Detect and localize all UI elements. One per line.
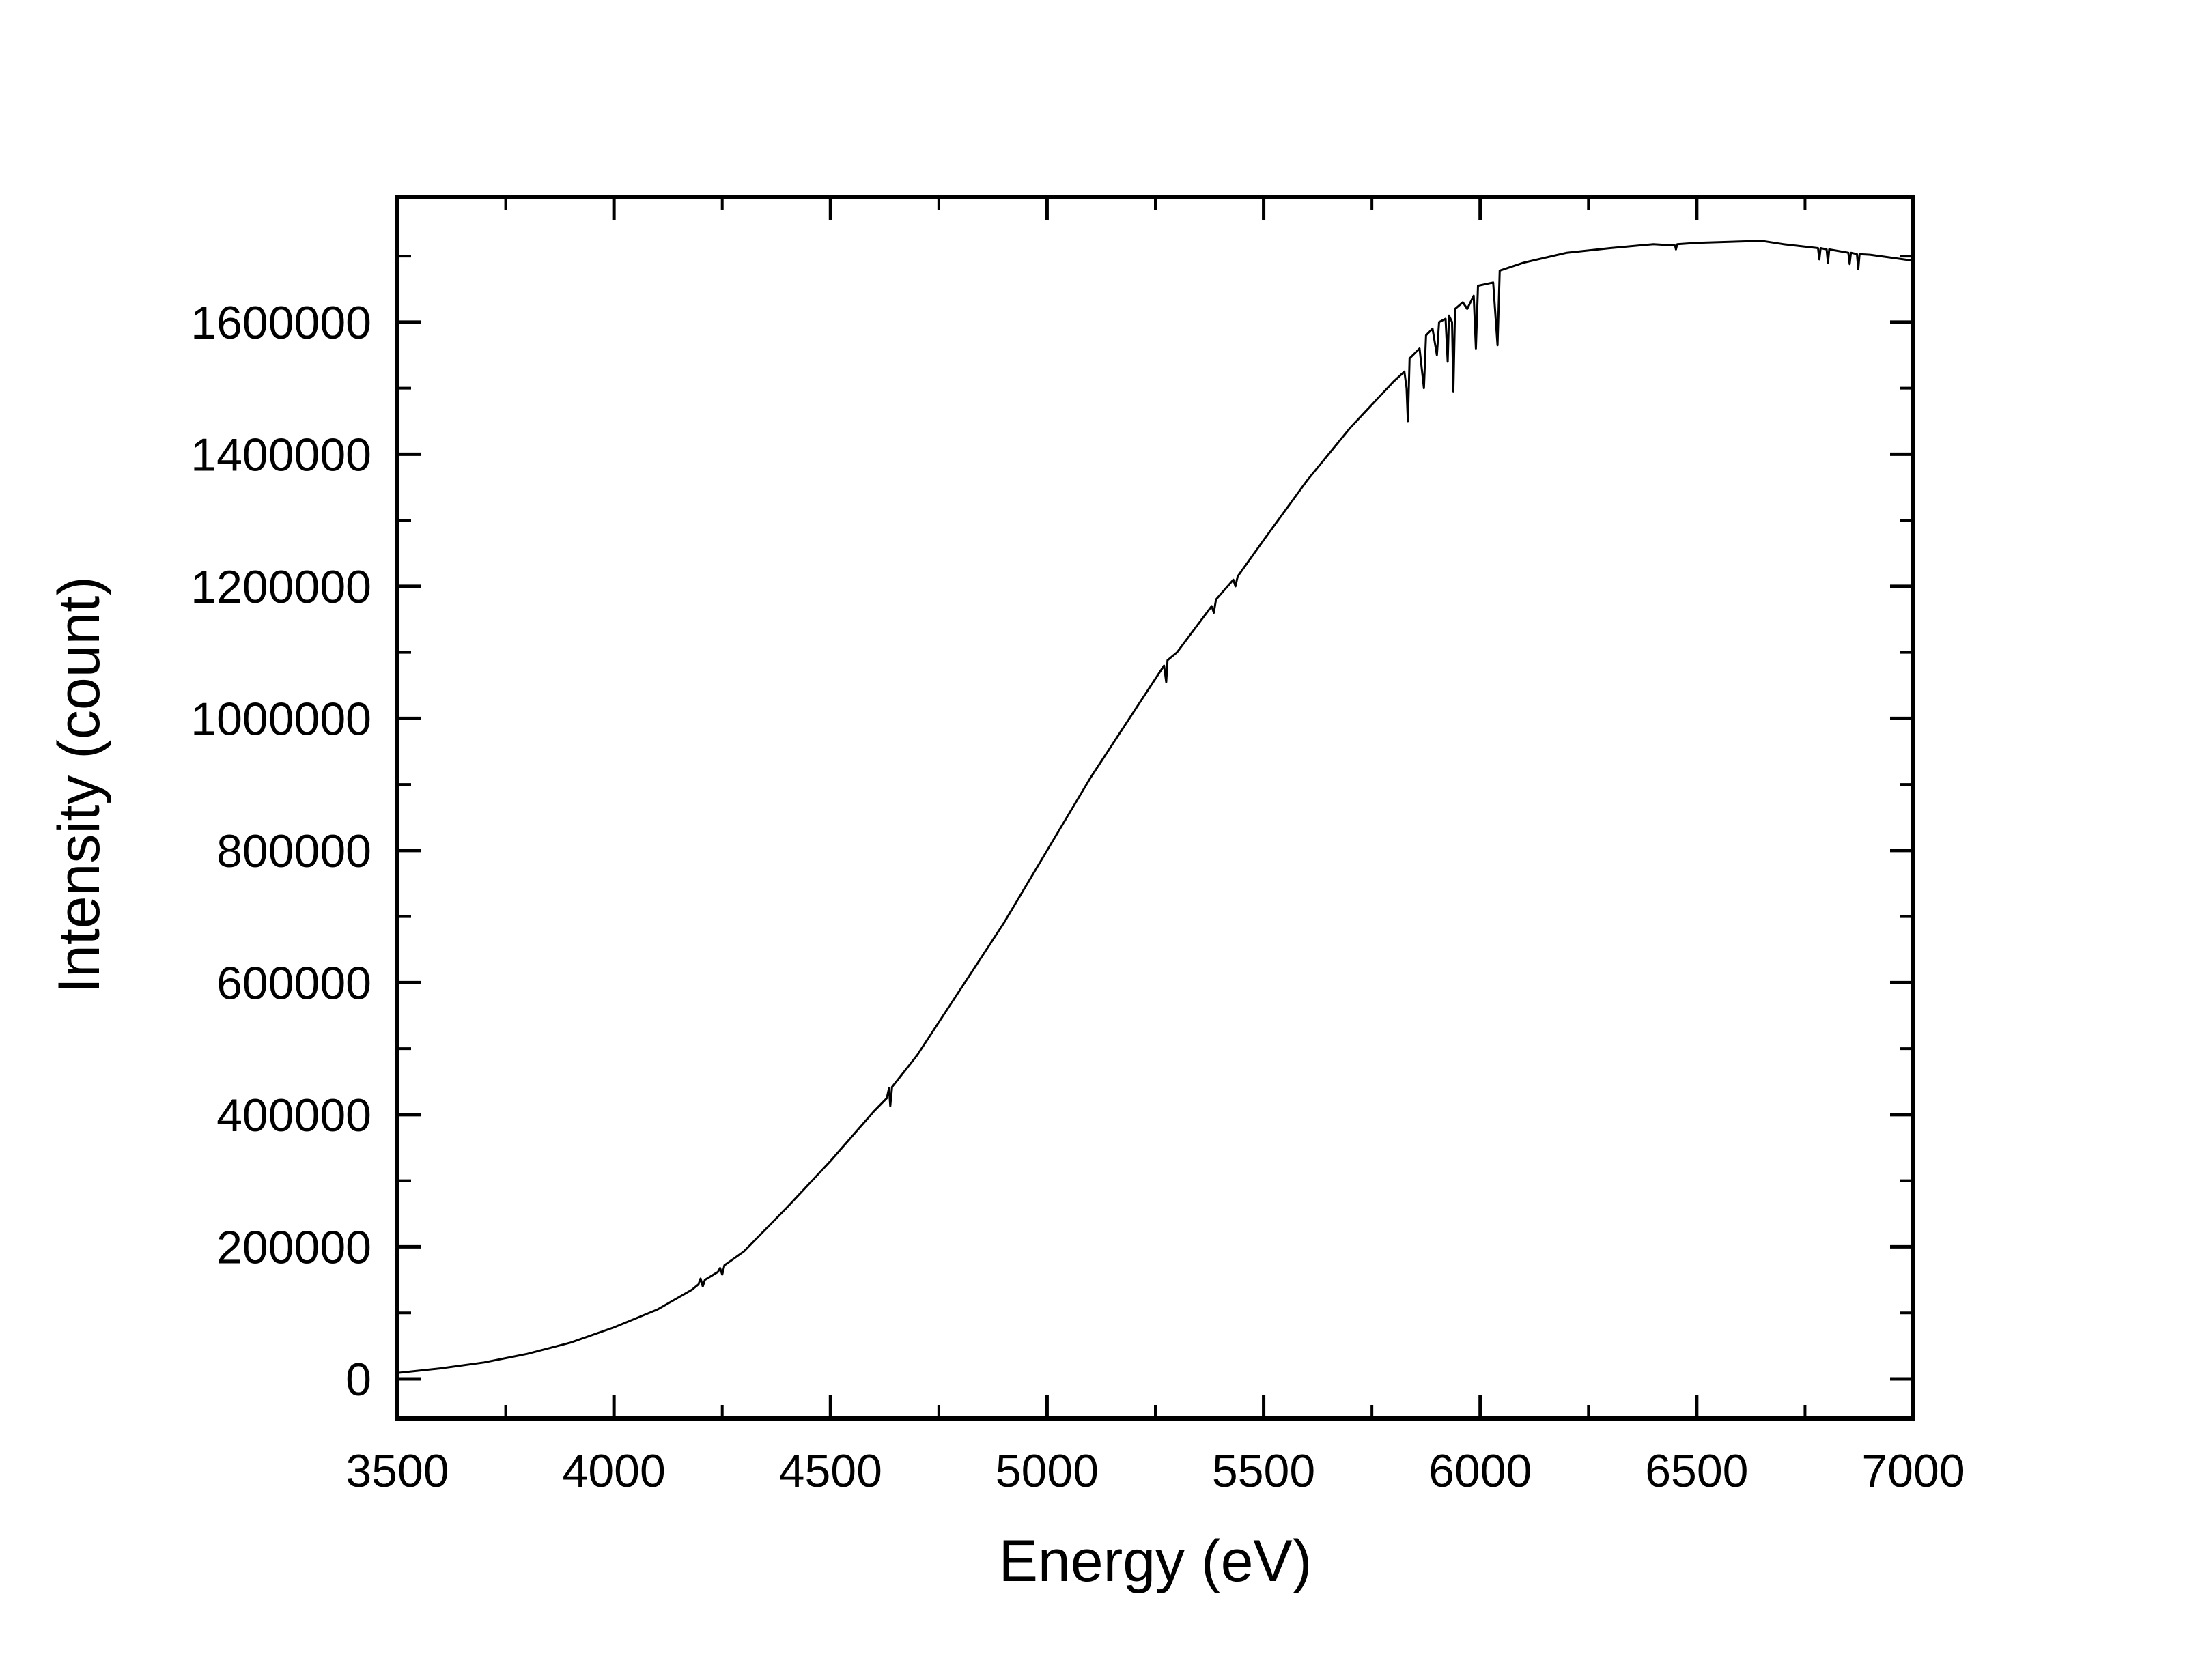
x-tick-label: 4500 bbox=[779, 1445, 882, 1497]
y-tick-label: 1200000 bbox=[191, 561, 371, 613]
y-tick-label: 200000 bbox=[216, 1221, 371, 1273]
x-tick-label: 4000 bbox=[563, 1445, 666, 1497]
y-tick-label: 1400000 bbox=[191, 429, 371, 481]
x-tick-label: 3500 bbox=[346, 1445, 449, 1497]
x-tick-label: 5000 bbox=[996, 1445, 1099, 1497]
x-tick-label: 6000 bbox=[1428, 1445, 1532, 1497]
y-axis-ticks bbox=[397, 255, 1913, 1381]
y-tick-label: 800000 bbox=[216, 825, 371, 877]
x-axis-title: Energy (eV) bbox=[999, 1528, 1312, 1594]
y-tick-label: 400000 bbox=[216, 1090, 371, 1141]
y-axis-title: Intensity (count) bbox=[46, 576, 112, 994]
x-tick-label: 5500 bbox=[1212, 1445, 1315, 1497]
x-tick-label: 7000 bbox=[1861, 1445, 1965, 1497]
y-tick-label: 1600000 bbox=[191, 297, 371, 349]
series-line bbox=[397, 240, 1914, 1374]
y-tick-label: 1000000 bbox=[191, 693, 371, 745]
y-axis-tick-labels: 0 200000 400000 600000 800000 1000000 1200000 1… bbox=[191, 297, 371, 1406]
x-axis-ticks bbox=[395, 197, 1915, 1419]
y-tick-label: 0 bbox=[346, 1354, 371, 1406]
x-axis-tick-labels: 3500 4000 4500 5000 5500 6000 6500 7000 bbox=[346, 1445, 1965, 1497]
plot-frame bbox=[395, 195, 1915, 1421]
x-tick-label: 6500 bbox=[1645, 1445, 1748, 1497]
y-tick-label: 600000 bbox=[216, 957, 371, 1009]
